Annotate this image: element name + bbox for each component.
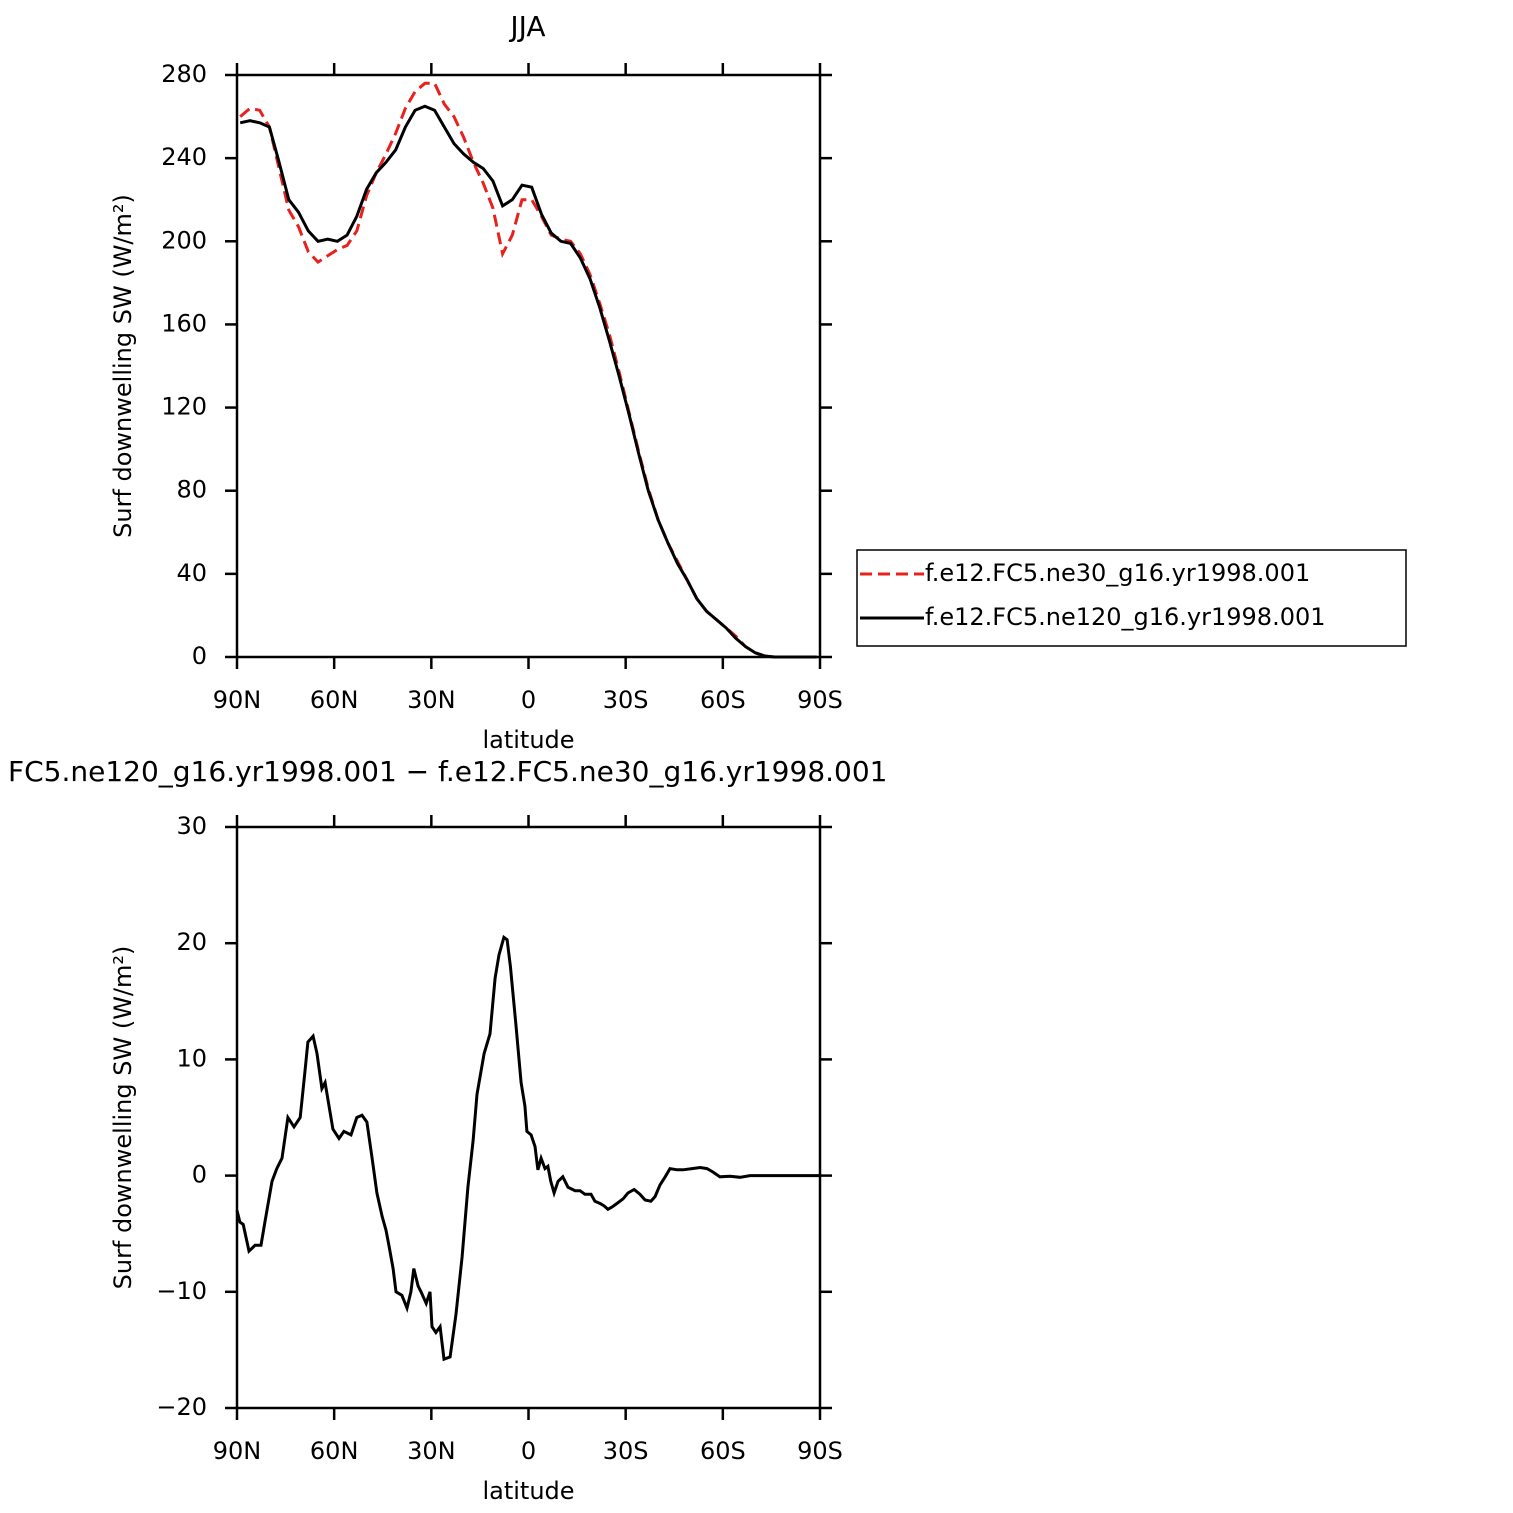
x-tick-label: 30S — [603, 686, 649, 714]
y-tick-label: 160 — [161, 309, 207, 337]
legend-box — [856, 549, 1407, 647]
data-line — [239, 104, 817, 659]
y-tick-label: 10 — [176, 1044, 207, 1072]
y-tick-label: 40 — [176, 559, 207, 587]
x-tick-label: 0 — [521, 1437, 536, 1465]
y-tick-label: −20 — [156, 1393, 207, 1421]
y-tick-label: −10 — [156, 1277, 207, 1305]
y-tick-label: 240 — [161, 143, 207, 171]
y-tick-label: 0 — [192, 642, 207, 670]
plot-frame — [235, 825, 822, 1410]
x-tick-label: 90S — [797, 686, 843, 714]
x-tick-label: 0 — [521, 686, 536, 714]
y-tick-label: 30 — [176, 812, 207, 840]
y-axis-label: Surf downwelling SW (W/m²) — [109, 194, 137, 538]
chart-title: FC5.ne120_g16.yr1998.001 − f.e12.FC5.ne3… — [8, 755, 887, 788]
x-tick-label: 60N — [310, 1437, 359, 1465]
y-tick-label: 20 — [176, 928, 207, 956]
chart-title: JJA — [508, 10, 545, 43]
x-axis-label: latitude — [482, 726, 574, 754]
y-tick-label: 0 — [192, 1161, 207, 1189]
x-tick-label: 60S — [700, 1437, 746, 1465]
x-tick-label: 30S — [603, 1437, 649, 1465]
legend-label: f.e12.FC5.ne30_g16.yr1998.001 — [925, 559, 1310, 587]
x-tick-label: 60N — [310, 686, 359, 714]
x-tick-label: 90N — [213, 686, 262, 714]
x-tick-label: 30N — [407, 686, 456, 714]
x-tick-label: 30N — [407, 1437, 456, 1465]
y-tick-label: 200 — [161, 226, 207, 254]
plot-frame — [235, 73, 822, 659]
y-tick-label: 280 — [161, 60, 207, 88]
x-tick-label: 90N — [213, 1437, 262, 1465]
x-axis-label: latitude — [482, 1477, 574, 1505]
data-line — [235, 934, 820, 1362]
y-axis-label: Surf downwelling SW (W/m²) — [109, 946, 137, 1290]
y-tick-label: 80 — [176, 476, 207, 504]
data-line — [239, 81, 817, 659]
legend-label: f.e12.FC5.ne120_g16.yr1998.001 — [925, 603, 1326, 631]
y-tick-label: 120 — [161, 393, 207, 421]
x-tick-label: 60S — [700, 686, 746, 714]
x-tick-label: 90S — [797, 1437, 843, 1465]
